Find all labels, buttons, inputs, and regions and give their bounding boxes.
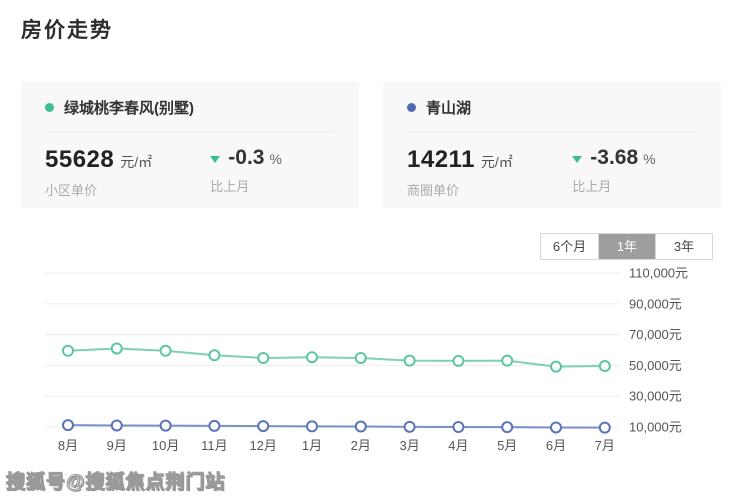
tab-1-year[interactable]: 1年 — [598, 234, 655, 259]
x-axis-tick-label: 8月 — [58, 438, 78, 453]
community-price-unit: 元/㎡ — [120, 154, 153, 170]
community-name: 绿城桃李春风(别墅) — [64, 100, 194, 117]
data-point[interactable] — [452, 421, 465, 433]
district-name: 青山湖 — [426, 100, 472, 117]
x-axis-tick-label: 9月 — [107, 438, 127, 453]
y-axis-tick-label: 70,000元 — [629, 327, 682, 342]
community-price-value: 55628 — [45, 146, 115, 173]
data-point[interactable] — [598, 360, 611, 373]
price-trend-line-chart: 110,000元 90,000元 70,000元 50,000元 30,000元 10,0… — [45, 266, 688, 453]
y-axis-tick-label: 90,000元 — [629, 296, 682, 311]
page-title: 房价走势 — [21, 19, 113, 42]
y-axis-tick-label: 10,000元 — [629, 420, 682, 435]
x-axis-tick-label: 10月 — [152, 438, 179, 453]
x-axis-tick-label: 2月 — [351, 438, 371, 453]
data-point[interactable] — [159, 419, 172, 432]
data-point[interactable] — [501, 354, 514, 367]
percent-sign: % — [643, 151, 656, 167]
data-point[interactable] — [208, 419, 221, 432]
district-price-block: 14211 元/㎡ 商圈单价 — [407, 146, 572, 199]
district-card-stats: 14211 元/㎡ 商圈单价 -3.68 % 比上月 — [407, 146, 697, 199]
triangle-down-icon — [210, 155, 221, 163]
community-price-label: 小区单价 — [45, 183, 98, 198]
y-axis-tick-label: 50,000元 — [629, 358, 682, 373]
series-dot-green-icon — [45, 103, 54, 112]
community-price-card: 绿城桃李春风(别墅) 55628 元/㎡ 小区单价 -0.3 % — [21, 82, 359, 208]
district-change-label: 比上月 — [572, 179, 612, 194]
community-card-header: 绿城桃李春风(别墅) — [45, 97, 335, 118]
y-axis-tick-label: 110,000元 — [629, 266, 688, 281]
data-point[interactable] — [403, 420, 416, 433]
data-point[interactable] — [110, 342, 123, 355]
divider — [45, 131, 335, 132]
x-axis-tick-label: 4月 — [448, 438, 468, 453]
data-point[interactable] — [550, 421, 562, 434]
district-change-block: -3.68 % 比上月 — [572, 146, 697, 199]
series-line-blue — [67, 424, 605, 429]
district-change-value: -3.68 — [590, 146, 639, 169]
percent-sign: % — [269, 151, 282, 167]
data-point[interactable] — [354, 420, 367, 433]
price-summary-cards: 绿城桃李春风(别墅) 55628 元/㎡ 小区单价 -0.3 % — [21, 82, 721, 208]
x-axis-tick-label: 12月 — [249, 438, 276, 453]
data-point[interactable] — [550, 360, 562, 373]
x-axis-tick-label: 11月 — [201, 438, 228, 453]
data-point[interactable] — [501, 421, 514, 434]
district-price-label: 商圈单价 — [407, 183, 460, 198]
data-point[interactable] — [257, 420, 270, 433]
time-range-tabs: 6个月 1年 3年 — [540, 233, 713, 260]
community-card-stats: 55628 元/㎡ 小区单价 -0.3 % 比上月 — [45, 146, 335, 199]
data-point[interactable] — [257, 352, 270, 365]
x-axis-tick-label: 7月 — [595, 438, 615, 453]
y-axis-tick-label: 30,000元 — [629, 389, 682, 404]
tab-6-months[interactable]: 6个月 — [541, 234, 598, 259]
series-line-green — [67, 347, 605, 368]
triangle-down-icon — [572, 155, 583, 163]
tab-3-years[interactable]: 3年 — [655, 234, 712, 259]
data-point[interactable] — [403, 354, 416, 367]
data-point[interactable] — [306, 351, 318, 364]
community-change-value: -0.3 — [228, 146, 265, 169]
data-point[interactable] — [159, 344, 172, 357]
data-point[interactable] — [62, 419, 74, 432]
data-point[interactable] — [110, 419, 123, 432]
district-price-card: 青山湖 14211 元/㎡ 商圈单价 -3.68 % — [383, 82, 721, 208]
district-price-unit: 元/㎡ — [480, 154, 513, 170]
data-point[interactable] — [452, 354, 465, 367]
community-change-block: -0.3 % 比上月 — [210, 146, 335, 199]
x-axis-tick-label: 3月 — [399, 438, 419, 453]
x-axis-tick-label: 6月 — [546, 438, 566, 453]
x-axis-tick-label: 5月 — [497, 438, 517, 453]
community-price-block: 55628 元/㎡ 小区单价 — [45, 146, 210, 199]
data-point[interactable] — [598, 421, 611, 434]
data-point[interactable] — [306, 420, 318, 433]
x-axis-tick-label: 1月 — [302, 438, 322, 453]
district-card-header: 青山湖 — [407, 97, 697, 118]
watermark-sohu: 搜狐号@搜狐焦点荆门站 — [6, 472, 226, 494]
divider — [407, 131, 697, 132]
district-price-value: 14211 — [407, 146, 475, 173]
data-point[interactable] — [62, 344, 74, 357]
data-point[interactable] — [208, 349, 221, 362]
series-dot-blue-icon — [407, 103, 416, 112]
data-point[interactable] — [354, 352, 367, 365]
community-change-label: 比上月 — [210, 179, 250, 194]
